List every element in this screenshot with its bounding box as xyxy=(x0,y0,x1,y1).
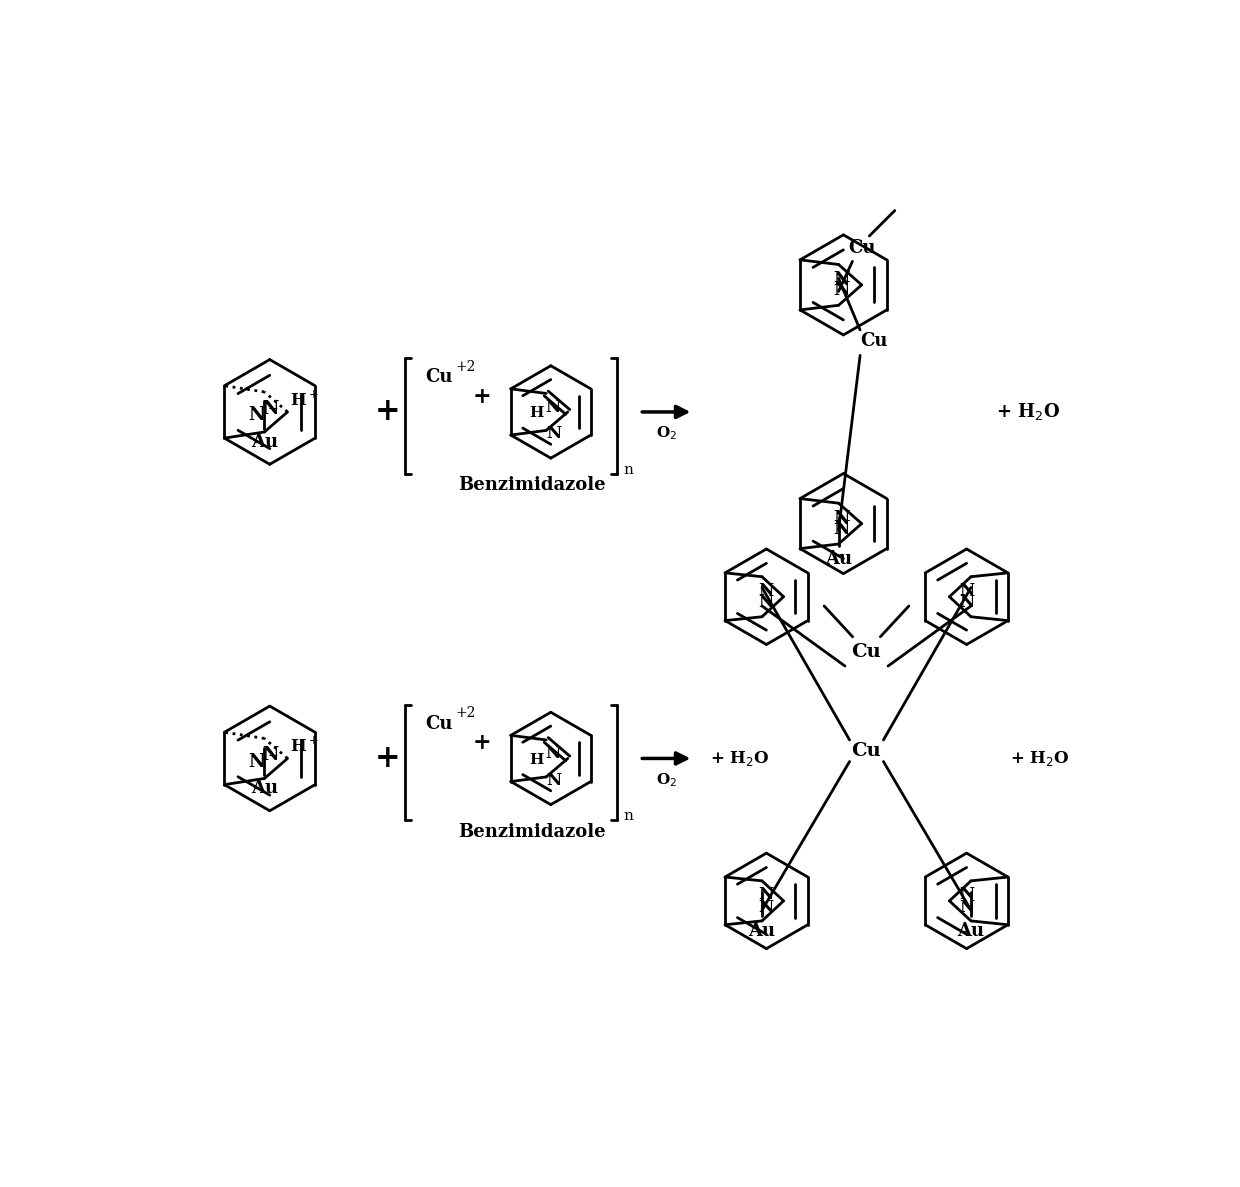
Text: O$_2$: O$_2$ xyxy=(656,772,677,789)
Text: N: N xyxy=(544,399,560,415)
Text: Au: Au xyxy=(825,550,852,567)
Text: N$^-$: N$^-$ xyxy=(248,753,278,770)
Text: N: N xyxy=(833,281,849,299)
Text: +: + xyxy=(374,396,401,427)
Text: +: + xyxy=(472,386,491,407)
Text: N: N xyxy=(833,271,849,288)
Text: N: N xyxy=(960,899,975,915)
Text: +2: +2 xyxy=(456,706,476,721)
Text: N: N xyxy=(833,520,849,538)
Text: N: N xyxy=(759,887,774,903)
Text: N: N xyxy=(960,582,975,599)
Text: Cu: Cu xyxy=(861,332,888,350)
Text: + H$_2$O: + H$_2$O xyxy=(709,749,769,768)
Text: Au: Au xyxy=(749,922,775,940)
Text: N: N xyxy=(833,509,849,527)
Text: Cu: Cu xyxy=(425,368,453,386)
Text: Au: Au xyxy=(957,922,985,940)
Text: n: n xyxy=(624,810,634,824)
Text: + H$_2$O: + H$_2$O xyxy=(996,401,1060,423)
Text: N: N xyxy=(544,745,560,762)
Text: N: N xyxy=(547,425,562,442)
Text: N: N xyxy=(263,747,279,764)
Text: N$^-$: N$^-$ xyxy=(248,406,278,424)
Text: Au: Au xyxy=(250,780,278,798)
Text: +: + xyxy=(472,732,491,754)
Text: O$_2$: O$_2$ xyxy=(656,425,677,443)
Text: n: n xyxy=(624,463,634,477)
Text: +2: +2 xyxy=(456,360,476,374)
Text: H: H xyxy=(529,406,544,420)
Text: N: N xyxy=(759,899,774,915)
Text: N: N xyxy=(960,887,975,903)
Text: Benzimidazole: Benzimidazole xyxy=(458,476,605,494)
Text: H: H xyxy=(529,753,544,767)
Text: H$^+$: H$^+$ xyxy=(290,391,319,410)
Text: Cu: Cu xyxy=(425,715,453,732)
Text: Benzimidazole: Benzimidazole xyxy=(458,823,605,840)
Text: N: N xyxy=(547,772,562,788)
Text: +: + xyxy=(374,743,401,774)
Text: Cu: Cu xyxy=(852,742,882,760)
Text: Au: Au xyxy=(250,433,278,451)
Text: Cu: Cu xyxy=(852,643,882,661)
Text: H$^+$: H$^+$ xyxy=(290,736,319,756)
Text: + H$_2$O: + H$_2$O xyxy=(1011,749,1069,768)
Text: Cu: Cu xyxy=(848,239,875,256)
Text: N: N xyxy=(759,582,774,599)
Text: N: N xyxy=(960,595,975,611)
Text: N: N xyxy=(263,400,279,418)
Text: N: N xyxy=(759,595,774,611)
